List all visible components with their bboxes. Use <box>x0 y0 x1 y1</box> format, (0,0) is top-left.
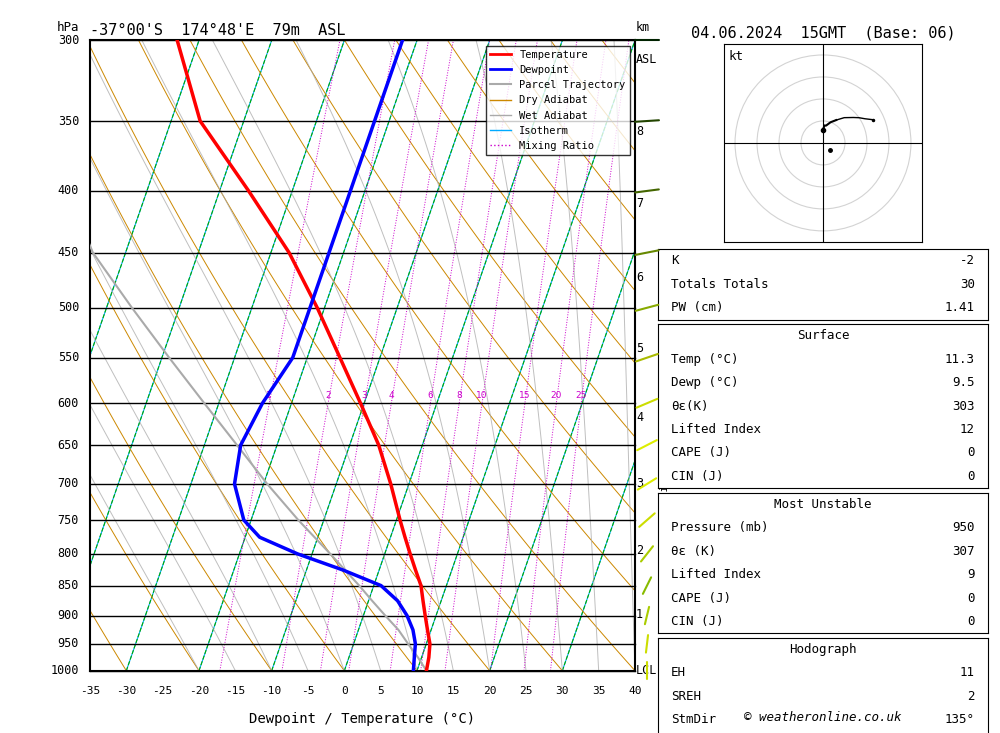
Text: 900: 900 <box>58 609 79 622</box>
Text: 950: 950 <box>58 637 79 650</box>
Text: 350: 350 <box>58 114 79 128</box>
Text: 950: 950 <box>952 521 975 534</box>
Text: 2: 2 <box>967 690 975 703</box>
Text: -20: -20 <box>189 686 209 696</box>
Text: 30: 30 <box>556 686 569 696</box>
Text: 8: 8 <box>456 391 462 400</box>
Text: 9: 9 <box>967 568 975 581</box>
Text: 300: 300 <box>58 34 79 47</box>
Text: 5: 5 <box>636 342 643 355</box>
Text: 0: 0 <box>967 615 975 628</box>
Text: 25: 25 <box>575 391 587 400</box>
Text: StmDir: StmDir <box>671 713 716 726</box>
Text: 3: 3 <box>362 391 367 400</box>
Text: 303: 303 <box>952 399 975 413</box>
Text: 650: 650 <box>58 438 79 452</box>
Text: Dewp (°C): Dewp (°C) <box>671 376 739 389</box>
Text: 6: 6 <box>636 271 643 284</box>
Text: 35: 35 <box>592 686 605 696</box>
Text: 450: 450 <box>58 246 79 259</box>
Text: 30: 30 <box>960 278 975 291</box>
Text: 2: 2 <box>325 391 331 400</box>
Text: 3: 3 <box>636 477 643 490</box>
Text: CAPE (J): CAPE (J) <box>671 592 731 605</box>
Text: 0: 0 <box>341 686 348 696</box>
Text: 800: 800 <box>58 548 79 560</box>
Text: -5: -5 <box>301 686 315 696</box>
Text: © weatheronline.co.uk: © weatheronline.co.uk <box>744 711 902 724</box>
Text: 0: 0 <box>967 592 975 605</box>
Text: Totals Totals: Totals Totals <box>671 278 769 291</box>
Text: 11: 11 <box>960 666 975 679</box>
Text: Lifted Index: Lifted Index <box>671 423 761 436</box>
Text: 600: 600 <box>58 397 79 410</box>
Text: 4: 4 <box>636 410 643 424</box>
Text: LCL: LCL <box>636 664 657 677</box>
Text: CAPE (J): CAPE (J) <box>671 446 731 460</box>
Text: -37°00'S  174°48'E  79m  ASL: -37°00'S 174°48'E 79m ASL <box>90 23 346 38</box>
Text: Dewpoint / Temperature (°C): Dewpoint / Temperature (°C) <box>249 712 476 726</box>
Text: -10: -10 <box>262 686 282 696</box>
Text: 550: 550 <box>58 351 79 364</box>
Text: -15: -15 <box>225 686 245 696</box>
Text: θε (K): θε (K) <box>671 545 716 558</box>
Text: -35: -35 <box>80 686 100 696</box>
Text: Surface: Surface <box>797 329 849 342</box>
Text: 1: 1 <box>266 391 272 400</box>
Text: 15: 15 <box>447 686 460 696</box>
Text: ASL: ASL <box>636 53 657 66</box>
Text: SREH: SREH <box>671 690 701 703</box>
Text: Most Unstable: Most Unstable <box>774 498 872 511</box>
Text: 04.06.2024  15GMT  (Base: 06): 04.06.2024 15GMT (Base: 06) <box>691 26 955 40</box>
Text: 135°: 135° <box>945 713 975 726</box>
Text: 25: 25 <box>519 686 533 696</box>
Text: Mixing Ratio (g/kg): Mixing Ratio (g/kg) <box>660 435 670 553</box>
Legend: Temperature, Dewpoint, Parcel Trajectory, Dry Adiabat, Wet Adiabat, Isotherm, Mi: Temperature, Dewpoint, Parcel Trajectory… <box>486 45 630 155</box>
Text: hPa: hPa <box>57 21 79 34</box>
Text: θε(K): θε(K) <box>671 399 709 413</box>
Text: 307: 307 <box>952 545 975 558</box>
Text: 10: 10 <box>410 686 424 696</box>
Text: PW (cm): PW (cm) <box>671 301 724 314</box>
Text: 10: 10 <box>476 391 488 400</box>
Text: 0: 0 <box>967 446 975 460</box>
Text: 6: 6 <box>428 391 433 400</box>
Text: CIN (J): CIN (J) <box>671 615 724 628</box>
Text: 15: 15 <box>519 391 531 400</box>
Text: 12: 12 <box>960 423 975 436</box>
Text: 40: 40 <box>628 686 642 696</box>
Text: -30: -30 <box>116 686 136 696</box>
Text: 2: 2 <box>636 544 643 557</box>
Text: 0: 0 <box>967 470 975 483</box>
Text: 4: 4 <box>388 391 394 400</box>
Text: 1: 1 <box>636 608 643 621</box>
Text: 9.5: 9.5 <box>952 376 975 389</box>
Text: Lifted Index: Lifted Index <box>671 568 761 581</box>
Text: K: K <box>671 254 679 268</box>
Text: 750: 750 <box>58 514 79 526</box>
Text: km: km <box>636 21 650 34</box>
Text: 5: 5 <box>377 686 384 696</box>
Text: EH: EH <box>671 666 686 679</box>
Text: kt: kt <box>728 50 743 63</box>
Text: -2: -2 <box>960 254 975 268</box>
Text: -25: -25 <box>153 686 173 696</box>
Text: 500: 500 <box>58 301 79 314</box>
Text: 1.41: 1.41 <box>945 301 975 314</box>
Text: 11.3: 11.3 <box>945 353 975 366</box>
Text: Hodograph: Hodograph <box>789 643 857 656</box>
Text: CIN (J): CIN (J) <box>671 470 724 483</box>
Text: 7: 7 <box>636 197 643 210</box>
Text: 8: 8 <box>636 125 643 138</box>
Text: Pressure (mb): Pressure (mb) <box>671 521 769 534</box>
Text: Temp (°C): Temp (°C) <box>671 353 739 366</box>
Text: 400: 400 <box>58 185 79 197</box>
Text: 850: 850 <box>58 579 79 592</box>
Text: 20: 20 <box>551 391 562 400</box>
Text: 700: 700 <box>58 477 79 490</box>
Text: 1000: 1000 <box>51 664 79 677</box>
Text: 20: 20 <box>483 686 496 696</box>
